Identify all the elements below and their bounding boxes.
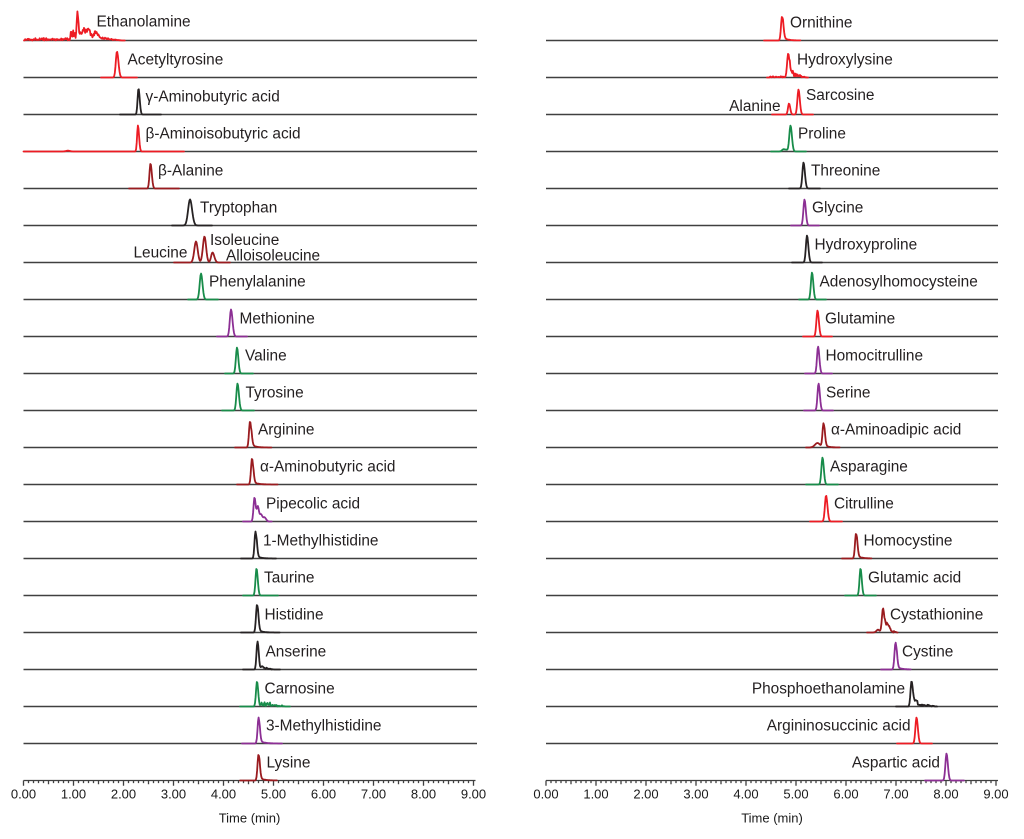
svg-text:Proline: Proline [798,125,846,142]
svg-text:Methionine: Methionine [240,310,315,327]
svg-text:α-Aminobutyric acid: α-Aminobutyric acid [260,458,396,475]
svg-text:Leucine: Leucine [134,245,188,262]
svg-text:Glycine: Glycine [812,199,863,216]
svg-text:6.00: 6.00 [311,787,336,802]
svg-text:Isoleucine: Isoleucine [210,232,279,249]
svg-text:β-Aminoisobutyric acid: β-Aminoisobutyric acid [146,125,301,142]
svg-text:9.00: 9.00 [983,787,1008,802]
svg-text:Pipecolic acid: Pipecolic acid [266,495,360,512]
svg-text:5.00: 5.00 [783,787,808,802]
svg-text:4.00: 4.00 [211,787,236,802]
svg-text:Alloisoleucine: Alloisoleucine [226,248,320,265]
svg-text:Acetyltyrosine: Acetyltyrosine [128,51,224,68]
svg-text:1.00: 1.00 [583,787,608,802]
svg-text:3.00: 3.00 [161,787,186,802]
svg-text:α-Aminoadipic acid: α-Aminoadipic acid [831,421,961,438]
svg-text:0.00: 0.00 [533,787,558,802]
svg-text:8.00: 8.00 [411,787,436,802]
svg-text:4.00: 4.00 [733,787,758,802]
svg-text:Aspartic acid: Aspartic acid [852,754,940,771]
svg-text:Homocitrulline: Homocitrulline [826,347,924,364]
svg-text:Glutamine: Glutamine [825,310,895,327]
svg-text:3.00: 3.00 [683,787,708,802]
svg-text:Ornithine: Ornithine [790,15,852,32]
svg-text:Glutamic acid: Glutamic acid [868,569,961,586]
svg-text:1.00: 1.00 [61,787,86,802]
svg-text:Hydroxyproline: Hydroxyproline [815,236,918,253]
svg-text:9.00: 9.00 [461,787,486,802]
svg-text:Serine: Serine [826,384,871,401]
svg-text:Cystine: Cystine [902,643,953,660]
svg-text:2.00: 2.00 [111,787,136,802]
svg-text:3-Methylhistidine: 3-Methylhistidine [266,717,381,734]
svg-text:Anserine: Anserine [266,643,327,660]
svg-text:Alanine: Alanine [729,98,780,115]
svg-text:0.00: 0.00 [11,787,36,802]
svg-text:β-Alanine: β-Alanine [158,162,223,179]
svg-text:5.00: 5.00 [261,787,286,802]
svg-text:Phenylalanine: Phenylalanine [209,273,306,290]
svg-text:Adenosylhomocysteine: Adenosylhomocysteine [820,273,978,290]
svg-text:Time (min): Time (min) [741,811,803,826]
svg-text:Sarcosine: Sarcosine [806,87,874,104]
svg-text:1-Methylhistidine: 1-Methylhistidine [263,532,378,549]
svg-text:Phosphoethanolamine: Phosphoethanolamine [752,680,905,697]
svg-text:Citrulline: Citrulline [834,495,894,512]
svg-text:Argininosuccinic acid: Argininosuccinic acid [767,717,911,734]
svg-text:Tyrosine: Tyrosine [246,384,304,401]
svg-text:Taurine: Taurine [264,569,314,586]
svg-text:Hydroxylysine: Hydroxylysine [797,52,893,69]
svg-text:Histidine: Histidine [265,606,324,623]
svg-text:Ethanolamine: Ethanolamine [97,14,191,31]
svg-text:2.00: 2.00 [633,787,658,802]
svg-text:Asparagine: Asparagine [830,458,908,475]
svg-text:Lysine: Lysine [267,754,311,771]
svg-text:7.00: 7.00 [883,787,908,802]
svg-text:Tryptophan: Tryptophan [200,199,277,216]
svg-text:8.00: 8.00 [933,787,958,802]
svg-text:7.00: 7.00 [361,787,386,802]
svg-text:Arginine: Arginine [258,421,314,438]
svg-text:Valine: Valine [245,347,287,364]
svg-text:Homocystine: Homocystine [864,532,953,549]
svg-text:Threonine: Threonine [811,162,880,179]
svg-text:Cystathionine: Cystathionine [890,606,983,623]
svg-text:Carnosine: Carnosine [265,680,335,697]
svg-text:γ-Aminobutyric acid: γ-Aminobutyric acid [146,88,280,105]
svg-text:Time (min): Time (min) [219,811,281,826]
svg-text:6.00: 6.00 [833,787,858,802]
